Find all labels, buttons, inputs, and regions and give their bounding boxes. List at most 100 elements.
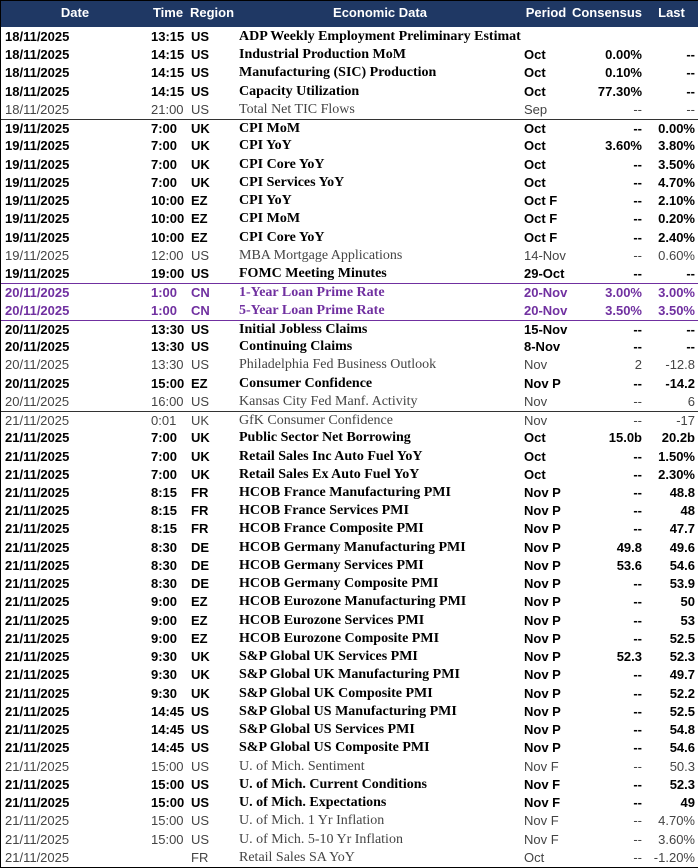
consensus-cell: -- xyxy=(633,101,642,117)
date-cell: 18/11/2025 xyxy=(5,47,70,63)
time-cell: 19:00 xyxy=(151,266,185,282)
table-row: 18/11/2025 14:15 US Industrial Production M… xyxy=(1,46,698,64)
time-cell: 10:00 xyxy=(151,193,185,209)
region-cell: CN xyxy=(191,285,210,301)
last-cell: -- xyxy=(686,65,695,81)
event-cell: Kansas City Fed Manf. Activity xyxy=(239,393,418,409)
region-cell: UK xyxy=(191,685,210,701)
last-cell: -12.8 xyxy=(665,357,695,373)
event-cell: GfK Consumer Confidence xyxy=(239,413,393,429)
consensus-cell: -- xyxy=(633,211,642,227)
time-cell: 9:30 xyxy=(151,667,178,683)
time-cell: 15:00 xyxy=(151,758,184,774)
date-cell: 21/11/2025 xyxy=(5,521,70,537)
event-cell: Retail Sales Inc Auto Fuel YoY xyxy=(239,448,423,464)
date-cell: 21/11/2025 xyxy=(5,594,70,610)
period-cell: Oct xyxy=(524,83,546,99)
time-cell: 8:15 xyxy=(151,503,178,519)
table-row: 20/11/2025 13:30 US Continuing Claims 8-Nov -… xyxy=(1,338,698,356)
region-cell: DE xyxy=(191,576,210,592)
consensus-cell: -- xyxy=(633,413,642,429)
consensus-cell: -- xyxy=(633,503,642,519)
date-cell: 21/11/2025 xyxy=(5,703,70,719)
table-row: 19/11/2025 7:00 UK CPI Core YoY Oct -- 3.50% xyxy=(1,156,698,174)
last-cell: 1.50% xyxy=(658,448,695,464)
date-cell: 21/11/2025 xyxy=(5,485,70,500)
last-cell: 3.50% xyxy=(658,156,695,172)
period-cell: 15-Nov xyxy=(524,321,568,337)
table-row: 21/11/2025 8:30 DE HCOB Germany Services PM… xyxy=(1,557,698,575)
header-cell: Consensus xyxy=(571,5,643,20)
region-cell: EZ xyxy=(191,612,208,628)
last-cell: 3.50% xyxy=(658,302,695,318)
last-cell: 52.3 xyxy=(669,649,695,665)
time-cell: 7:00 xyxy=(151,121,178,137)
period-cell: Oct xyxy=(524,849,545,865)
region-cell: UK xyxy=(191,667,210,683)
consensus-cell: -- xyxy=(633,247,642,263)
table-row: 20/11/2025 15:00 EZ Consumer Confidence Nov … xyxy=(1,375,698,393)
date-cell: 19/11/2025 xyxy=(5,211,70,227)
time-cell: 10:00 xyxy=(151,211,185,227)
date-cell: 18/11/2025 xyxy=(5,29,70,44)
consensus-cell: 3.50% xyxy=(605,302,642,318)
date-cell: 19/11/2025 xyxy=(5,121,70,137)
table-row: 21/11/2025 15:00 US U. of Mich. Current Con… xyxy=(1,776,698,794)
region-cell: UK xyxy=(191,138,210,154)
period-cell: Oct xyxy=(524,448,546,464)
time-cell: 1:00 xyxy=(151,302,178,318)
time-cell: 10:00 xyxy=(151,229,185,245)
time-cell: 7:00 xyxy=(151,174,178,190)
table-row: 21/11/2025 8:30 DE HCOB Germany Manufacturi… xyxy=(1,539,698,557)
event-cell: U. of Mich. 5-10 Yr Inflation xyxy=(239,831,403,847)
consensus-cell: -- xyxy=(633,703,642,719)
event-cell: S&P Global US Manufacturing PMI xyxy=(239,703,457,719)
consensus-cell: 77.30% xyxy=(597,83,642,99)
date-cell: 19/11/2025 xyxy=(5,156,70,172)
event-cell: HCOB Eurozone Manufacturing PMI xyxy=(239,594,467,610)
region-cell: US xyxy=(191,758,210,774)
time-cell: 0:01 xyxy=(151,413,177,429)
date-cell: 19/11/2025 xyxy=(5,174,70,190)
consensus-cell: 3.00% xyxy=(605,285,642,301)
time-cell: 15:00 xyxy=(151,813,184,829)
date-cell: 21/11/2025 xyxy=(5,667,70,683)
event-cell: CPI Core YoY xyxy=(239,229,325,245)
period-cell: Nov P xyxy=(524,612,561,628)
consensus-cell: -- xyxy=(633,121,642,137)
last-cell: 3.00% xyxy=(658,285,695,301)
table-row: 20/11/2025 1:00 CN 1-Year Loan Prime Rate 20… xyxy=(1,283,698,302)
event-cell: 1-Year Loan Prime Rate xyxy=(239,285,385,301)
region-cell: US xyxy=(191,357,210,373)
consensus-cell: -- xyxy=(633,758,642,774)
region-cell: DE xyxy=(191,557,210,573)
last-cell: 53.9 xyxy=(669,576,695,592)
table-row: 19/11/2025 7:00 UK CPI Services YoY Oct -- 4.7… xyxy=(1,174,698,192)
region-cell: UK xyxy=(191,413,210,429)
event-cell: HCOB Eurozone Composite PMI xyxy=(239,630,440,646)
period-cell: Nov P xyxy=(524,503,561,519)
period-cell: Nov P xyxy=(524,740,561,756)
date-cell: 21/11/2025 xyxy=(5,448,70,464)
period-cell: 20-Nov xyxy=(524,285,568,301)
consensus-cell: -- xyxy=(633,339,642,355)
table-row: 19/11/2025 7:00 UK CPI MoM Oct -- 0.00% xyxy=(1,119,698,138)
table-row: 21/11/2025 9:30 UK S&P Global UK Services P… xyxy=(1,648,698,666)
consensus-cell: -- xyxy=(633,831,642,847)
last-cell: -- xyxy=(686,321,695,337)
time-cell: 13:15 xyxy=(151,29,185,44)
event-cell: Retail Sales Ex Auto Fuel YoY xyxy=(239,466,420,482)
period-cell: Nov P xyxy=(524,557,561,573)
region-cell: US xyxy=(191,247,210,263)
table-row: 19/11/2025 10:00 EZ CPI MoM Oct F -- 0.20% xyxy=(1,210,698,228)
period-cell: Nov P xyxy=(524,375,561,391)
consensus-cell: -- xyxy=(633,193,642,209)
consensus-cell: -- xyxy=(633,576,642,592)
region-cell: FR xyxy=(191,521,209,537)
period-cell: Nov P xyxy=(524,630,561,646)
table-row: 20/11/2025 13:30 US Philadelphia Fed Busine… xyxy=(1,356,698,374)
table-row: 19/11/2025 10:00 EZ CPI YoY Oct F -- 2.10% xyxy=(1,192,698,210)
last-cell: 54.6 xyxy=(669,557,695,573)
last-cell: 53 xyxy=(680,612,695,628)
